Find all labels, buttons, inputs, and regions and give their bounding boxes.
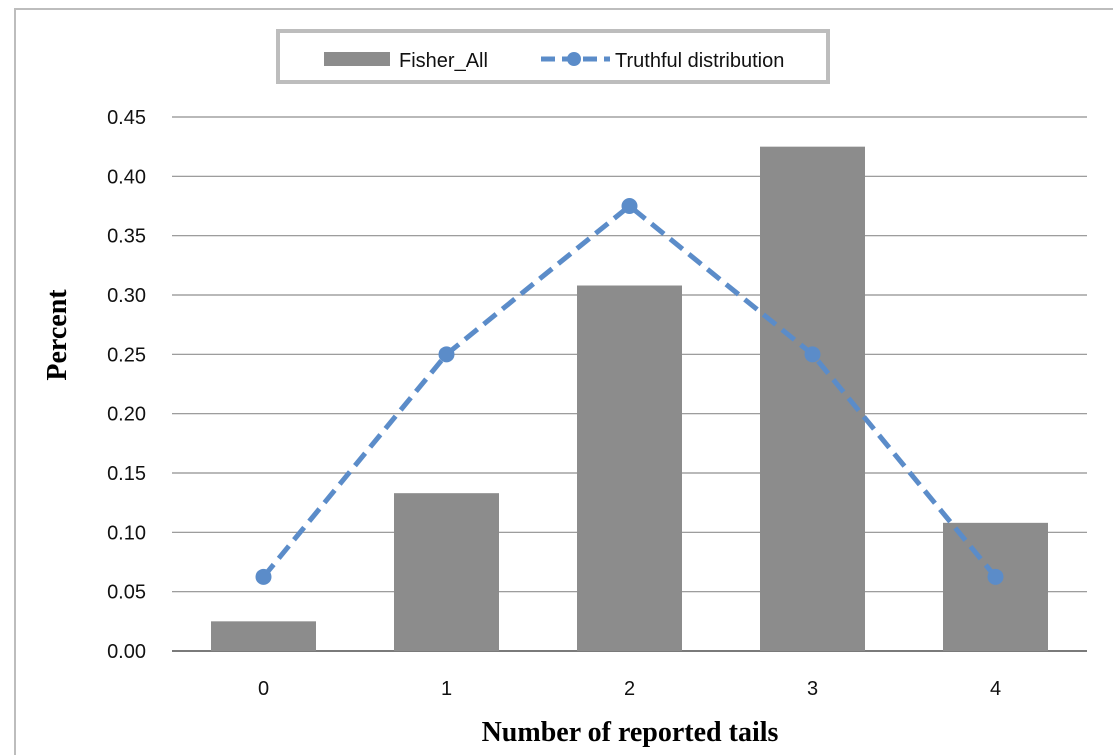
y-tick-label: 0.30 — [107, 285, 146, 307]
legend-label-truthful: Truthful distribution — [615, 50, 784, 72]
bar-fisher-all — [943, 522, 1048, 651]
truthful-point — [804, 346, 821, 363]
x-tick-label: 4 — [990, 678, 1001, 700]
y-tick-label: 0.35 — [107, 226, 146, 248]
x-tick-label: 0 — [258, 678, 269, 700]
legend-label-fisher-all: Fisher_All — [399, 50, 488, 72]
legend-swatch-fisher-all — [324, 52, 390, 66]
truthful-point — [255, 568, 272, 585]
bars — [211, 146, 1048, 651]
y-tick-label: 0.25 — [107, 344, 146, 366]
chart-area — [14, 8, 1113, 755]
legend: Fisher_All Truthful distribution — [276, 29, 830, 84]
y-axis-title: Percent — [42, 289, 73, 381]
y-tick-label: 0.40 — [107, 166, 146, 188]
x-axis-title: Number of reported tails — [482, 717, 779, 748]
truthful-point — [621, 198, 638, 214]
truthful-point — [987, 568, 1004, 585]
truthful-line — [261, 202, 998, 579]
y-tick-label: 0.15 — [107, 463, 146, 485]
y-tick-label: 0.00 — [107, 641, 146, 663]
y-tick-label: 0.20 — [107, 404, 146, 426]
truthful-line-series — [255, 198, 1004, 585]
bar-fisher-all — [760, 146, 865, 651]
x-axis-ticks: 0 1 2 3 4 — [258, 678, 1001, 700]
legend-swatch-truthful-marker — [567, 52, 581, 66]
y-tick-label: 0.45 — [107, 107, 146, 129]
truthful-point — [438, 346, 455, 363]
bar-fisher-all — [211, 621, 316, 651]
y-tick-label: 0.10 — [107, 522, 146, 544]
bar-fisher-all — [577, 285, 682, 651]
x-tick-label: 3 — [807, 678, 818, 700]
x-tick-label: 1 — [441, 678, 452, 700]
bar-fisher-all — [394, 493, 499, 651]
x-tick-label: 2 — [624, 678, 635, 700]
y-axis-ticks: 0.00 0.05 0.10 0.15 0.20 0.25 0.30 0.35 0.40 0.45 — [107, 107, 146, 663]
y-tick-label: 0.05 — [107, 582, 146, 604]
